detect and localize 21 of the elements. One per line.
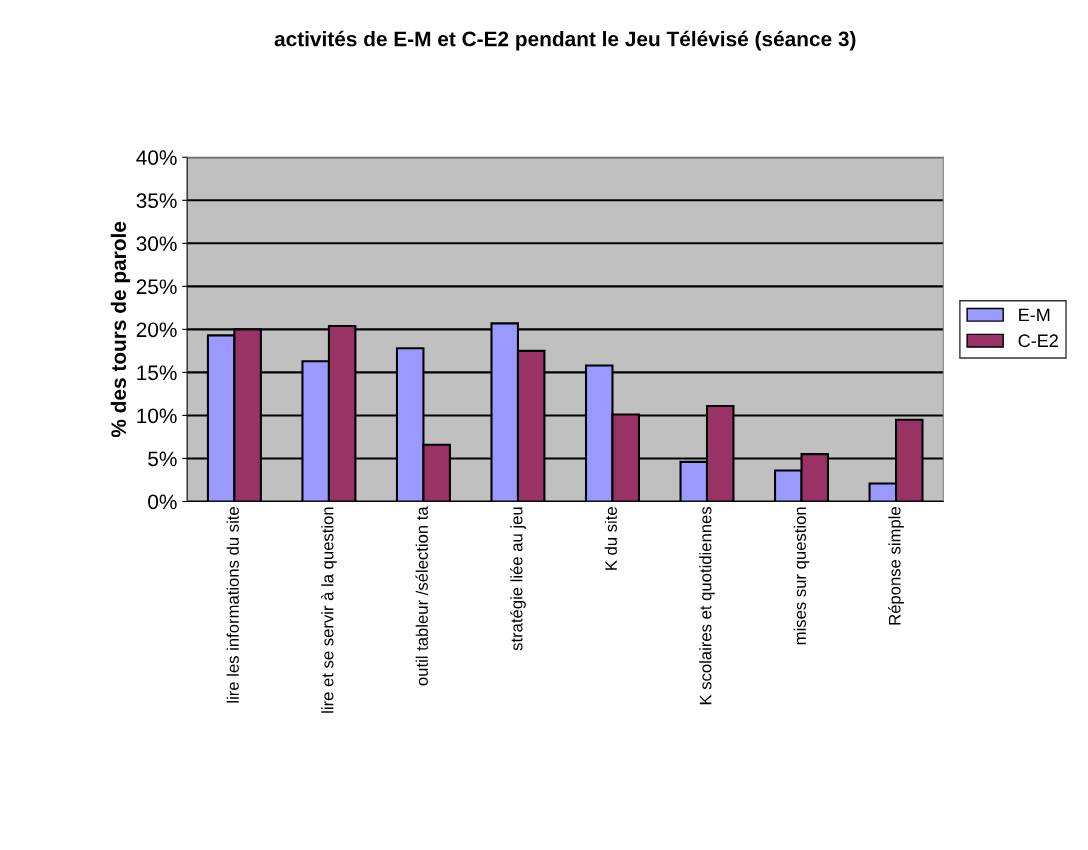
y-tick-label: 5% — [148, 451, 177, 467]
x-tick-label: lire les informations du site — [226, 507, 239, 703]
y-tick-label: 25% — [136, 279, 177, 295]
y-tick-label: 10% — [137, 408, 177, 424]
y-tick-label: 40% — [136, 150, 177, 165]
x-tick-label: outil tableur /sélection ta — [415, 506, 428, 686]
y-tick-label: 35% — [136, 193, 177, 209]
y-tick-label: 0% — [148, 494, 177, 510]
legend-label: C-E2 — [1018, 334, 1058, 348]
x-tick-label: K scolaires et quotidiennes — [699, 506, 715, 705]
x-tick-label: lire et se servir à la question — [321, 507, 337, 713]
x-tick-label: mises sur question — [793, 507, 810, 645]
x-tick-label: K du site — [604, 507, 617, 570]
y-tick-label: 30% — [136, 236, 177, 252]
chart-title: activités de E-M et C-E2 pendant le Jeu Télévisé (séance 3) — [274, 30, 856, 51]
legend-label: E-M — [1019, 308, 1050, 322]
y-axis-title: % des tours de parole — [110, 221, 131, 438]
x-tick-label: Réponse simple — [888, 507, 904, 625]
x-tick-label: stratégie liée au jeu — [510, 507, 526, 651]
y-tick-label: 15% — [137, 365, 177, 381]
y-tick-label: 20% — [136, 322, 177, 338]
